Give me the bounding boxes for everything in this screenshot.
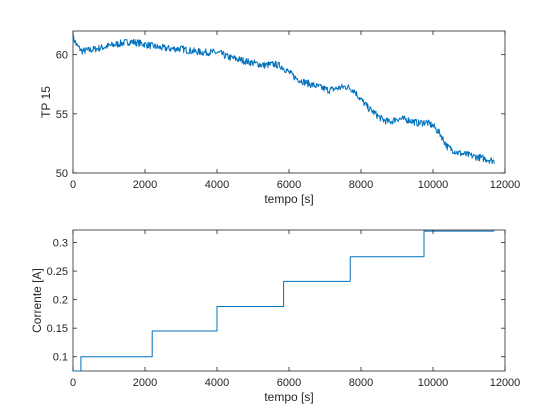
x-axis-label: tempo [s] <box>264 390 313 404</box>
y-tick-label: 0.25 <box>47 266 68 278</box>
x-tick-label: 8000 <box>349 179 373 191</box>
x-tick-label: 10000 <box>418 179 449 191</box>
axes-box <box>72 30 506 174</box>
x-tick-label: 4000 <box>205 377 229 389</box>
x-tick-label: 2000 <box>133 179 157 191</box>
y-axis-label: TP 15 <box>39 86 53 118</box>
y-tick-label: 0.3 <box>53 238 68 250</box>
x-tick-label: 6000 <box>277 377 301 389</box>
y-tick-label: 0.2 <box>53 295 68 307</box>
x-tick-label: 4000 <box>205 179 229 191</box>
x-tick-label: 10000 <box>418 377 449 389</box>
y-tick-label: 0.15 <box>47 323 68 335</box>
x-tick-label: 12000 <box>490 179 521 191</box>
y-tick-label: 0.1 <box>53 352 68 364</box>
axes-box <box>72 229 506 372</box>
x-tick-label: 12000 <box>490 377 521 389</box>
temperature-plot: 0 2000 4000 6000 8000 10000 12000 50 55 60 tempo [… <box>39 30 521 206</box>
x-tick-label: 0 <box>70 377 76 389</box>
y-tick-label: 60 <box>56 50 68 62</box>
x-tick-label: 6000 <box>277 179 301 191</box>
x-tick-label: 8000 <box>349 377 373 389</box>
y-tick-label: 55 <box>56 109 68 121</box>
current-plot: 0 2000 4000 6000 8000 10000 12000 0.1 0.15 0.2 0.2… <box>30 229 521 404</box>
x-axis-label: tempo [s] <box>264 192 313 206</box>
series-line <box>73 230 495 372</box>
x-tick-label: 0 <box>70 179 76 191</box>
y-tick-label: 50 <box>56 168 68 180</box>
series-line <box>72 34 495 165</box>
y-axis-label: Corrente [A] <box>30 268 44 333</box>
x-tick-label: 2000 <box>133 377 157 389</box>
